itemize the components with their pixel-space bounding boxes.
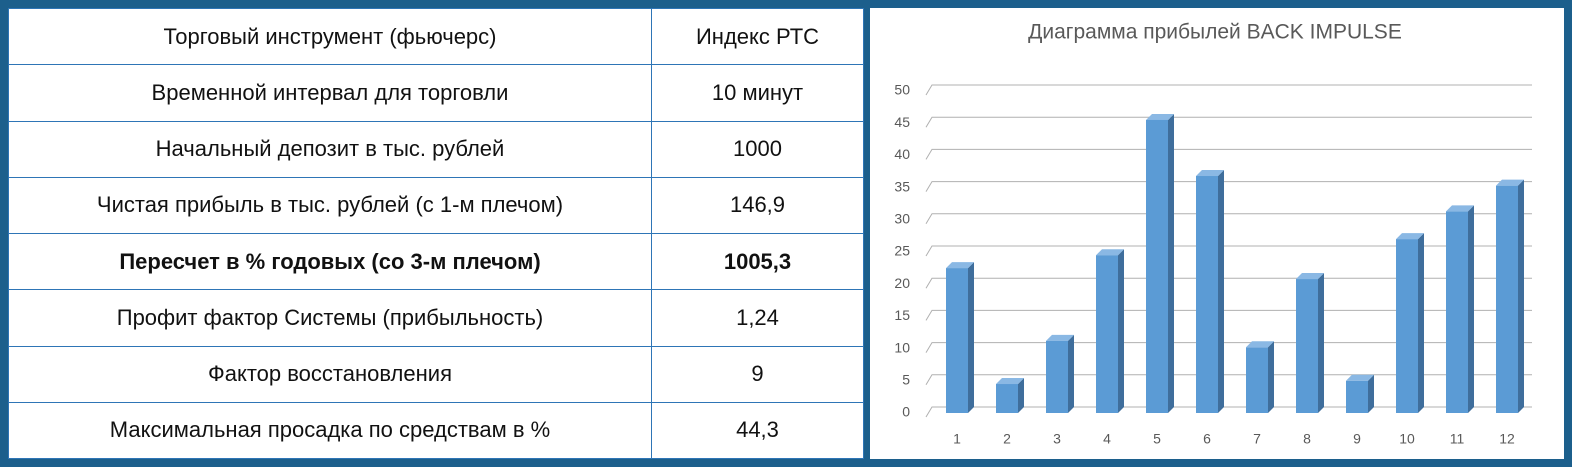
bar	[1346, 380, 1368, 413]
bar-top	[1446, 205, 1474, 212]
x-tick-label: 12	[1499, 431, 1515, 447]
x-tick-label: 3	[1053, 431, 1061, 447]
label-cell: Фактор восстановления	[8, 345, 652, 403]
table-row: Фактор восстановления 9	[8, 345, 864, 403]
grid-line	[925, 84, 1532, 96]
grid-line	[925, 406, 1532, 418]
y-tick-label: 5	[902, 372, 910, 388]
bar	[1446, 211, 1468, 413]
value-cell: 10 минут	[651, 64, 864, 122]
bar	[1396, 239, 1418, 413]
table-row: Пересчет в % годовых (со 3-м плечом) 1005…	[8, 232, 864, 291]
bar-side	[1368, 374, 1374, 413]
table-row: Начальный депозит в тыс. рублей 1000	[8, 120, 864, 178]
bar-top	[1296, 273, 1324, 280]
value-cell: 1,24	[651, 289, 864, 347]
bar-top	[1146, 113, 1174, 120]
x-tick-label: 11	[1450, 431, 1465, 447]
bar-top	[1396, 233, 1424, 240]
y-tick-label: 35	[894, 178, 910, 194]
y-tick-label: 50	[894, 82, 910, 98]
y-tick-label: 30	[894, 211, 910, 227]
x-tick-label: 4	[1103, 431, 1111, 447]
grid-line	[925, 213, 1532, 225]
value-cell: 1000	[651, 120, 864, 178]
bar-top	[1496, 179, 1524, 186]
x-tick-label: 8	[1303, 431, 1311, 447]
x-tick-label: 6	[1203, 431, 1211, 447]
bar-side	[1018, 378, 1024, 413]
bar-side	[1418, 233, 1424, 413]
grid-line	[925, 148, 1532, 160]
bar-top	[996, 378, 1024, 385]
label-cell: Профит фактор Системы (прибыльность)	[8, 289, 652, 347]
bar-top	[1096, 249, 1124, 256]
bar	[1296, 279, 1318, 413]
bar-side	[1168, 113, 1174, 413]
y-tick-label: 15	[894, 307, 910, 323]
table-row: Чистая прибыль в тыс. рублей (с 1-м плеч…	[8, 176, 864, 235]
bar	[1496, 185, 1518, 413]
bar	[996, 384, 1018, 413]
table-row: Торговый инструмент (фьючерс) Индекс РТС	[8, 7, 864, 66]
bar-top	[1346, 374, 1374, 381]
grid-line	[925, 309, 1532, 321]
bar-side	[1468, 205, 1474, 413]
bar-side	[1318, 273, 1324, 413]
value-cell: Индекс РТС	[651, 7, 864, 66]
info-table: Торговый инструмент (фьючерс) Индекс РТС В…	[8, 7, 864, 460]
bar-side	[1218, 170, 1224, 413]
label-cell: Торговый инструмент (фьючерс)	[8, 7, 652, 66]
bar-side	[1068, 334, 1074, 413]
y-tick-label: 25	[894, 243, 910, 259]
bar-top	[1246, 341, 1274, 348]
bar	[946, 268, 968, 413]
bar	[1246, 347, 1268, 413]
x-tick-label: 7	[1253, 431, 1261, 447]
y-tick-label: 40	[894, 146, 910, 162]
table-row: Временной интервал для торговли 10 минут	[8, 64, 864, 122]
x-tick-label: 5	[1153, 431, 1161, 447]
bar-top	[1046, 334, 1074, 341]
grid-line	[925, 277, 1532, 289]
grid-line	[925, 116, 1532, 128]
value-cell: 44,3	[651, 401, 864, 460]
y-tick-label: 45	[894, 114, 910, 130]
grid-line	[925, 342, 1532, 353]
x-tick-label: 1	[953, 431, 961, 447]
chart: Диаграмма прибылей BACK IMPULSE 05101520…	[870, 8, 1564, 459]
bar-top	[946, 262, 974, 269]
bar	[1046, 340, 1068, 413]
x-tick-label: 2	[1003, 431, 1011, 447]
x-tick-label: 9	[1353, 431, 1361, 447]
bar	[1196, 176, 1218, 413]
chart-title: Диаграмма прибылей BACK IMPULSE	[1028, 21, 1402, 44]
table-row: Максимальная просадка по средствам в % 44…	[8, 401, 864, 460]
x-tick-label: 10	[1399, 431, 1415, 447]
bar-side	[968, 262, 974, 413]
grid-line	[925, 374, 1532, 386]
bar-side	[1518, 179, 1524, 413]
value-cell: 9	[651, 345, 864, 403]
label-cell: Пересчет в % годовых (со 3-м плечом)	[8, 232, 652, 291]
value-cell: 1005,3	[651, 232, 864, 291]
bar-side	[1268, 341, 1274, 413]
value-cell: 146,9	[651, 176, 864, 235]
label-cell: Начальный депозит в тыс. рублей	[8, 120, 652, 178]
label-cell: Чистая прибыль в тыс. рублей (с 1-м плеч…	[8, 176, 652, 235]
label-cell: Максимальная просадка по средствам в %	[8, 401, 652, 460]
y-tick-label: 0	[902, 404, 910, 420]
grid-line	[925, 181, 1532, 192]
y-tick-label: 10	[894, 339, 910, 355]
bar	[1096, 255, 1118, 413]
bar-top	[1196, 170, 1224, 177]
y-tick-label: 20	[894, 275, 910, 291]
label-cell: Временной интервал для торговли	[8, 64, 652, 122]
table-row: Профит фактор Системы (прибыльность) 1,24	[8, 289, 864, 347]
grid-line	[925, 245, 1532, 257]
bar	[1146, 119, 1168, 413]
bar-side	[1118, 249, 1124, 413]
